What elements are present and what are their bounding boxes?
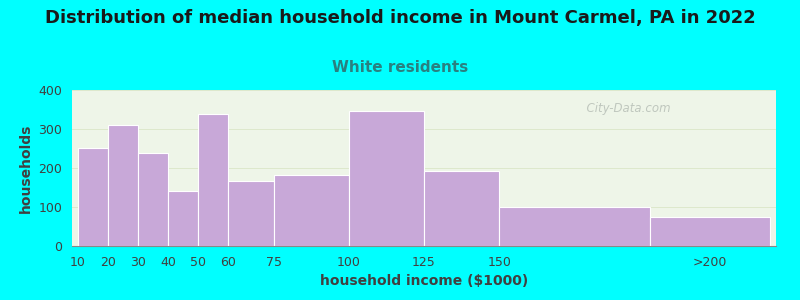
X-axis label: household income ($1000): household income ($1000) — [320, 274, 528, 288]
Bar — [198, 114, 229, 246]
Bar — [349, 111, 424, 246]
Bar — [274, 175, 349, 246]
Text: White residents: White residents — [332, 60, 468, 75]
Bar — [138, 153, 168, 246]
Bar — [499, 207, 650, 246]
Bar — [108, 125, 138, 246]
Bar — [424, 171, 499, 246]
Y-axis label: households: households — [19, 123, 33, 213]
Text: Distribution of median household income in Mount Carmel, PA in 2022: Distribution of median household income … — [45, 9, 755, 27]
Text: City-Data.com: City-Data.com — [579, 103, 670, 116]
Bar — [229, 181, 274, 246]
Bar — [168, 191, 198, 246]
Bar — [78, 148, 108, 246]
Bar — [650, 217, 770, 246]
